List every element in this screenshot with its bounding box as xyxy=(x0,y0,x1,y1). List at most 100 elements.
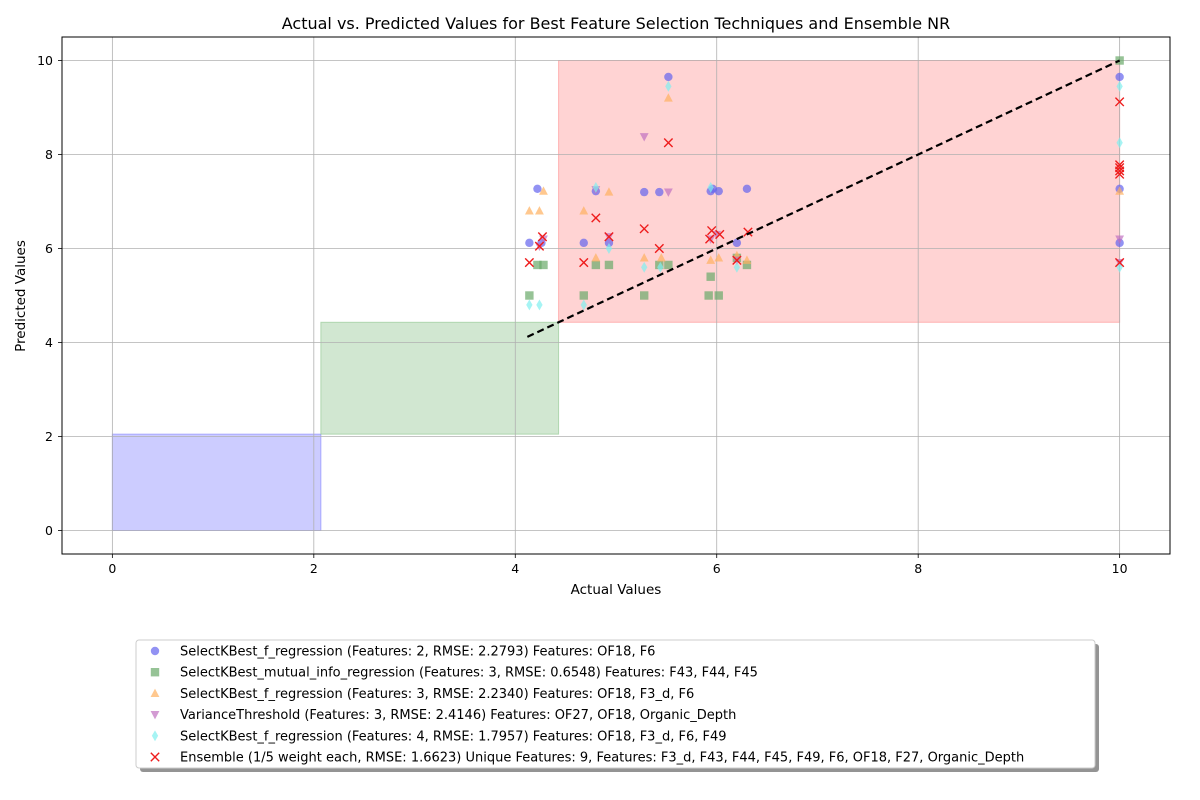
region-0 xyxy=(111,433,322,531)
series-2-point-1 xyxy=(535,206,544,215)
series-4-point-6 xyxy=(657,261,664,273)
plot-frame xyxy=(61,36,1171,555)
series-0-point-5 xyxy=(604,238,614,248)
series-5-point-19 xyxy=(1114,257,1125,268)
data-series xyxy=(524,56,1125,311)
series-5-point-0 xyxy=(524,257,535,268)
series-0-point-6 xyxy=(640,187,649,197)
series-2-point-3 xyxy=(579,206,589,215)
series-4-point-8 xyxy=(707,181,714,193)
series-0-point-14 xyxy=(1115,72,1124,82)
series-3-point-9 xyxy=(1115,235,1125,244)
reference-line xyxy=(526,59,1121,338)
series-5-point-12 xyxy=(732,255,742,265)
y-tick-label-8: 8 xyxy=(45,147,53,162)
legend-label-4: SelectKBest_f_regression (Features: 4, R… xyxy=(180,729,727,744)
x-tick-label-10: 10 xyxy=(1112,561,1128,576)
series-5-point-7 xyxy=(654,243,665,254)
series-0-point-12 xyxy=(732,238,742,248)
series-5-point-9 xyxy=(704,234,715,244)
y-axis-title: Predicted Values xyxy=(13,240,29,352)
series-2-point-2 xyxy=(539,186,548,195)
series-1-point-0 xyxy=(525,291,534,300)
series-4-point-10 xyxy=(1116,80,1123,92)
x-tick-label-4: 4 xyxy=(511,561,519,576)
series-2-point-5 xyxy=(604,187,614,196)
y-tick-label-0: 0 xyxy=(45,523,53,538)
series-5-point-2 xyxy=(537,232,548,242)
series-4-point-5 xyxy=(641,261,648,273)
series-2-point-9 xyxy=(706,255,716,264)
series-1-point-13 xyxy=(742,260,752,270)
legend-marker-1 xyxy=(150,668,160,677)
y-tick-label-4: 4 xyxy=(45,335,53,350)
x-tick-label-0: 0 xyxy=(108,561,116,576)
series-5-point-4 xyxy=(591,213,601,223)
legend-box xyxy=(135,639,1096,769)
legend-label-5: Ensemble (1/5 weight each, RMSE: 1.6623)… xyxy=(180,751,1024,766)
series-4-point-12 xyxy=(1116,261,1123,273)
legend: SelectKBest_f_regression (Features: 2, R… xyxy=(135,639,1099,772)
series-2-point-8 xyxy=(663,93,673,102)
series-0-point-8 xyxy=(664,72,673,82)
series-3-point-5 xyxy=(663,188,673,197)
series-5-point-10 xyxy=(706,225,717,236)
x-axis-title: Actual Values xyxy=(571,582,662,598)
series-1-point-6 xyxy=(640,291,649,300)
series-4-point-4 xyxy=(605,243,613,254)
series-5 xyxy=(524,97,1125,268)
series-5-point-8 xyxy=(663,138,674,148)
series-1-point-11 xyxy=(714,291,723,300)
series-2-point-6 xyxy=(639,253,649,262)
series-5-point-11 xyxy=(715,229,725,240)
legend-label-2: SelectKBest_f_regression (Features: 3, R… xyxy=(180,687,694,702)
legend-marker-2 xyxy=(150,688,160,697)
axis-ticks: 0 2 4 6 8 10 0 2 4 6 8 10 xyxy=(37,53,1128,576)
reference-line-layer xyxy=(526,59,1121,338)
series-5-point-17 xyxy=(1114,166,1125,176)
legend-label-1: SelectKBest_mutual_info_regression (Feat… xyxy=(180,666,758,681)
series-5-point-5 xyxy=(604,232,614,242)
series-1-point-5 xyxy=(604,260,614,270)
series-2-point-0 xyxy=(524,206,534,215)
series-4-point-1 xyxy=(536,299,543,311)
series-4-point-7 xyxy=(665,80,672,92)
y-tick-label-10: 10 xyxy=(37,53,53,68)
series-4-point-9 xyxy=(733,261,741,273)
series-0-point-11 xyxy=(714,186,723,196)
series-1-point-8 xyxy=(664,260,673,270)
series-0-point-3 xyxy=(579,238,588,248)
legend-label-0: SelectKBest_f_regression (Features: 2, R… xyxy=(180,645,655,660)
series-1-point-1 xyxy=(533,260,542,270)
series-4 xyxy=(526,80,1123,311)
series-2-point-13 xyxy=(1115,186,1125,195)
series-1-point-14 xyxy=(1115,56,1124,65)
series-2-point-12 xyxy=(742,255,752,264)
series-4-point-0 xyxy=(526,299,533,311)
series-2-point-10 xyxy=(714,253,724,262)
series-0-point-1 xyxy=(533,184,542,194)
series-4-point-2 xyxy=(580,299,587,311)
series-2-point-7 xyxy=(656,253,666,262)
y-tick-label-2: 2 xyxy=(45,429,53,444)
series-3-point-4 xyxy=(639,133,649,142)
x-tick-label-8: 8 xyxy=(914,561,922,576)
series-5-point-6 xyxy=(639,224,649,234)
series-4-point-11 xyxy=(1116,137,1123,149)
legend-marker-4 xyxy=(151,730,159,742)
series-0-point-7 xyxy=(655,187,664,197)
series-5-point-1 xyxy=(534,241,545,251)
x-tick-label-2: 2 xyxy=(310,561,318,576)
series-1-point-9 xyxy=(704,291,713,300)
series-0-point-0 xyxy=(525,238,534,248)
series-5-point-13 xyxy=(743,227,753,237)
series-1-point-10 xyxy=(706,272,715,281)
series-0-point-13 xyxy=(742,184,752,194)
legend-marker-5 xyxy=(150,752,160,762)
series-1-point-4 xyxy=(591,260,601,270)
legend-label-3: VarianceThreshold (Features: 3, RMSE: 2.… xyxy=(180,708,736,723)
series-2-point-4 xyxy=(591,253,601,262)
legend-marker-3 xyxy=(150,711,160,720)
legend-marker-0 xyxy=(150,646,160,656)
x-tick-label-6: 6 xyxy=(713,561,721,576)
